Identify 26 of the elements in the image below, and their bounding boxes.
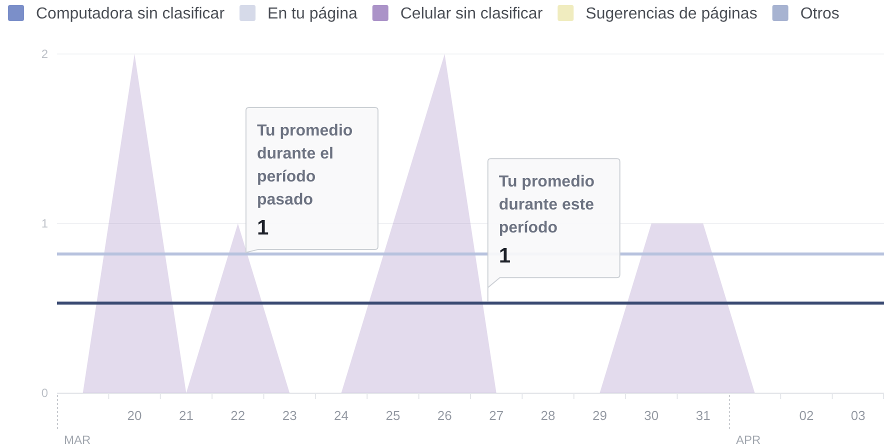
legend-label: Celular sin clasificar (400, 6, 544, 22)
x-tick-label: 30 (644, 408, 659, 423)
x-tick-label: 24 (334, 408, 349, 423)
x-tick-label: 27 (489, 408, 504, 423)
ref-line-label: Tu promedio durante el período pasado 1 (256, 122, 353, 240)
text: MAR (64, 433, 91, 446)
ref-line-label: Tu promedio durante este período 1 (498, 174, 595, 268)
legend-label: En tu página (268, 6, 358, 22)
x-tick-label: 03 (850, 408, 866, 423)
text: APR (736, 433, 761, 446)
y-tick-label: 2 (41, 47, 48, 61)
x-tick-label: 31 (696, 408, 710, 423)
x-tick-label: 28 (540, 408, 556, 423)
legend-label: Computadora sin clasificar (36, 6, 226, 22)
y-tick-label: 0 (41, 386, 48, 400)
x-tick-label: 02 (799, 408, 814, 423)
legend-label: Otros (800, 6, 840, 22)
x-tick-label: 25 (386, 408, 400, 423)
x-tick-label: 23 (282, 408, 297, 423)
legend-label: Sugerencias de páginas (586, 6, 758, 22)
y-tick-label: 1 (41, 216, 48, 230)
x-tick-label: 29 (592, 408, 607, 423)
x-tick-label: 20 (127, 408, 142, 423)
x-tick-label: 26 (437, 408, 452, 423)
x-tick-label: 21 (178, 408, 194, 423)
x-tick-label: 22 (230, 408, 246, 423)
